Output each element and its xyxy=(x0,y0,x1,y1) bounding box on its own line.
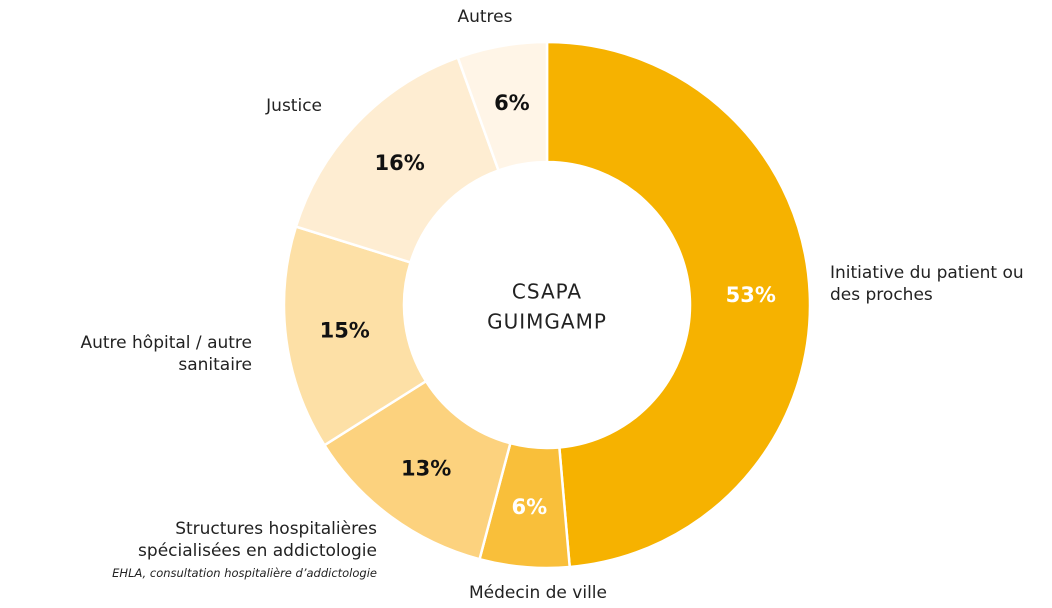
value-label: 53% xyxy=(726,283,776,307)
value-label: 6% xyxy=(512,495,548,519)
value-label: 6% xyxy=(494,91,530,115)
center-label: CSAPA xyxy=(512,280,582,304)
category-label: Médecin de ville xyxy=(469,583,607,603)
category-label: Structures hospitalières spécialisées en… xyxy=(138,519,377,561)
value-label: 13% xyxy=(401,456,451,480)
category-label: Justice xyxy=(266,96,322,116)
annotation: EHLA, consultation hospitalière d’addict… xyxy=(112,566,377,580)
donut-slice xyxy=(545,40,812,569)
center-label: GUIMGAMP xyxy=(487,310,607,334)
category-label: Autres xyxy=(457,7,513,27)
donut-slice xyxy=(456,40,549,173)
category-label: Initiative du patient ou des proches xyxy=(830,263,1024,305)
value-label: 15% xyxy=(320,318,370,342)
value-label: 16% xyxy=(375,151,425,175)
category-label: Autre hôpital / autre sanitaire xyxy=(80,333,252,375)
